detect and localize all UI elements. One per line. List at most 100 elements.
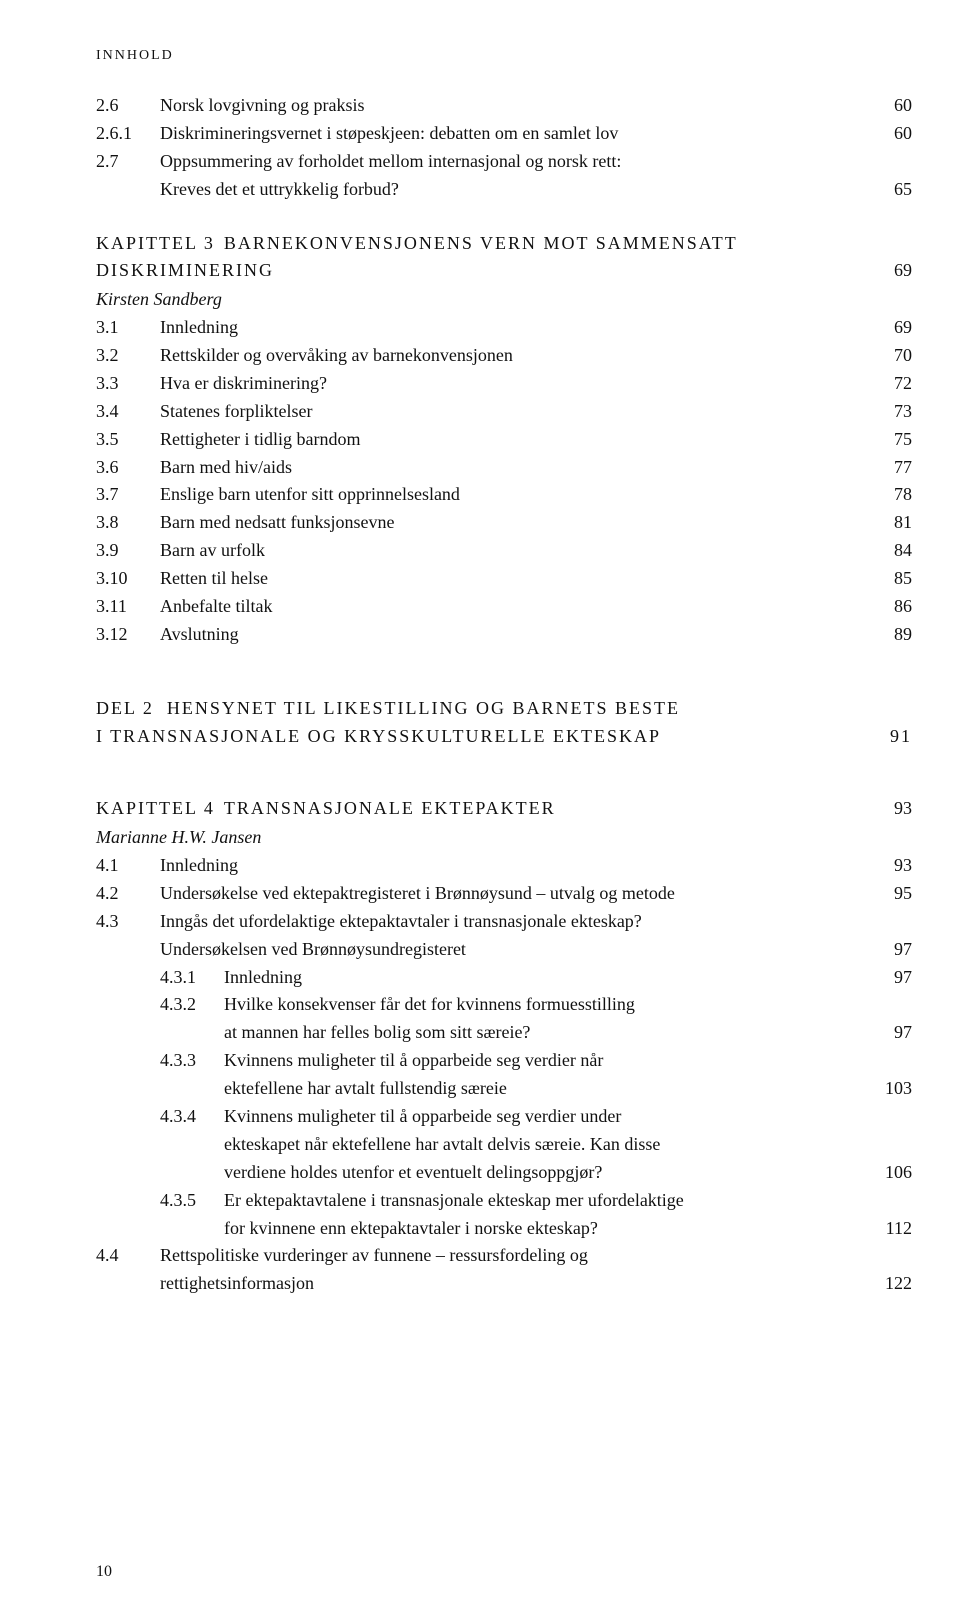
toc-title: Undersøkelsen ved Brønnøysundregisteret [160, 936, 466, 964]
toc-num: 2.6.1 [96, 120, 160, 148]
toc-title: Barn med nedsatt funksjonsevne [160, 509, 394, 537]
toc-page: 75 [868, 426, 912, 454]
toc-entry-2-6-1: 2.6.1 Diskrimineringsvernet i støpeskjee… [96, 120, 912, 148]
toc-title: Er ektepaktavtalene i transnasjonale ekt… [224, 1187, 684, 1215]
toc-entry: ekteskapet når ektefellene har avtalt de… [160, 1131, 912, 1159]
chapter-4-items: 4.1Innledning934.2Undersøkelse ved ektep… [96, 852, 912, 964]
toc-entry: verdiene holdes utenfor et eventuelt del… [160, 1159, 912, 1187]
toc-entry: 3.7Enslige barn utenfor sitt opprinnelse… [96, 481, 912, 509]
toc-entry: 4.3.4Kvinnens muligheter til å opparbeid… [160, 1103, 912, 1131]
toc-page: 103 [868, 1075, 912, 1103]
toc-num: 4.1 [96, 852, 160, 880]
toc-num: 3.9 [96, 537, 160, 565]
toc-num: 4.3.2 [160, 991, 224, 1019]
running-head: INNHOLD [96, 48, 912, 64]
toc-title: at mannen har felles bolig som sitt sære… [224, 1019, 530, 1047]
toc-title: Kvinnens muligheter til å opparbeide seg… [224, 1103, 621, 1131]
toc-entry: 3.12Avslutning89 [96, 621, 912, 649]
toc-page: 97 [868, 936, 912, 964]
toc-title: Anbefalte tiltak [160, 593, 272, 621]
chapter-3-heading-line2: DISKRIMINERING 69 [96, 257, 912, 285]
toc-entry-4-4-line1: 4.4 Rettspolitiske vurderinger av funnen… [96, 1242, 912, 1270]
toc-num: 4.4 [96, 1242, 160, 1270]
chapter-3-label: KAPITTEL 3 [96, 233, 215, 253]
toc-title: verdiene holdes utenfor et eventuelt del… [224, 1159, 602, 1187]
toc-entry: 4.3.5Er ektepaktavtalene i transnasjonal… [160, 1187, 912, 1215]
toc-title: Rettigheter i tidlig barndom [160, 426, 360, 454]
toc-num: 3.4 [96, 398, 160, 426]
chapter-3-title-cont: DISKRIMINERING [96, 257, 274, 285]
part-2-line1: DEL 2 HENSYNET TIL LIKESTILLING OG BARNE… [96, 693, 912, 724]
toc-num: 3.3 [96, 370, 160, 398]
toc-num: 4.3.1 [160, 964, 224, 992]
toc-entry: 4.3.1Innledning 97 [160, 964, 912, 992]
toc-page: 95 [868, 880, 912, 908]
toc-page: 122 [868, 1270, 912, 1298]
toc-title: Retten til helse [160, 565, 268, 593]
toc-page: 65 [868, 176, 912, 204]
toc-entry: Undersøkelsen ved Brønnøysundregisteret 9… [96, 936, 912, 964]
toc-title: Hvilke konsekvenser får det for kvinnens… [224, 991, 635, 1019]
page-number: 10 [96, 1563, 112, 1581]
toc-page: 60 [868, 92, 912, 120]
toc-page: 106 [868, 1159, 912, 1187]
toc-title: Kvinnens muligheter til å opparbeide seg… [224, 1047, 603, 1075]
part-2-block: DEL 2 HENSYNET TIL LIKESTILLING OG BARNE… [96, 693, 912, 751]
toc-num: 4.3 [96, 908, 160, 936]
part-2-title-2: I TRANSNASJONALE OG KRYSSKULTURELLE EKTE… [96, 723, 661, 751]
toc-entry: 4.3.2Hvilke konsekvenser får det for kvi… [160, 991, 912, 1019]
toc-num: 2.7 [96, 148, 160, 176]
chapter-4-author: Marianne H.W. Jansen [96, 823, 912, 852]
toc-title: Barn av urfolk [160, 537, 265, 565]
toc-num: 3.11 [96, 593, 160, 621]
toc-num: 3.6 [96, 454, 160, 482]
chapter-3-title: BARNEKONVENSJONENS VERN MOT SAMMENSATT [224, 233, 738, 253]
toc-title: ekteskapet når ektefellene har avtalt de… [224, 1131, 660, 1159]
toc-title: Enslige barn utenfor sitt opprinnelsesla… [160, 481, 460, 509]
toc-entry: 3.4Statenes forpliktelser73 [96, 398, 912, 426]
toc-page: 85 [868, 565, 912, 593]
toc-page: 84 [868, 537, 912, 565]
toc-num: 2.6 [96, 92, 160, 120]
toc-title: Inngås det ufordelaktige ektepaktavtaler… [160, 908, 642, 936]
toc-entry-4-4-line2: rettighetsinformasjon 122 [96, 1270, 912, 1298]
toc-page: 86 [868, 593, 912, 621]
toc-page: 97 [868, 1019, 912, 1047]
toc-page: 72 [868, 370, 912, 398]
toc-page: 69 [868, 257, 912, 285]
toc-entry: 4.1Innledning93 [96, 852, 912, 880]
toc-page: 77 [868, 454, 912, 482]
toc-entry: 4.3.3Kvinnens muligheter til å opparbeid… [160, 1047, 912, 1075]
chapter-4-heading: KAPITTEL 4 TRANSNASJONALE EKTEPAKTER 93 [96, 795, 912, 823]
toc-entry: 3.2Rettskilder og overvåking av barnekon… [96, 342, 912, 370]
toc-num: 4.2 [96, 880, 160, 908]
toc-entry-2-6: 2.6 Norsk lovgivning og praksis 60 [96, 92, 912, 120]
toc-entry: at mannen har felles bolig som sitt sære… [160, 1019, 912, 1047]
toc-entry: 4.3Inngås det ufordelaktige ektepaktavta… [96, 908, 912, 936]
toc-title: rettighetsinformasjon [160, 1270, 314, 1298]
part-2-line2: I TRANSNASJONALE OG KRYSSKULTURELLE EKTE… [96, 723, 912, 751]
toc-title: ektefellene har avtalt fullstendig særei… [224, 1075, 507, 1103]
toc-entry: 3.1Innledning69 [96, 314, 912, 342]
toc-entry: 3.3Hva er diskriminering?72 [96, 370, 912, 398]
toc-num: 3.10 [96, 565, 160, 593]
chapter-4-subitems-4-3: 4.3.1Innledning974.3.2Hvilke konsekvense… [96, 964, 912, 1243]
toc-title: Innledning [224, 964, 302, 992]
toc-num: 3.2 [96, 342, 160, 370]
toc-entry: 3.5Rettigheter i tidlig barndom75 [96, 426, 912, 454]
toc-title: Barn med hiv/aids [160, 454, 292, 482]
chapter-4-label: KAPITTEL 4 [96, 798, 215, 818]
toc-num: 3.1 [96, 314, 160, 342]
toc-entry: 3.10Retten til helse 85 [96, 565, 912, 593]
toc-title: for kvinnene enn ektepaktavtaler i norsk… [224, 1215, 598, 1243]
toc-entry: ektefellene har avtalt fullstendig særei… [160, 1075, 912, 1103]
toc-title: Avslutning [160, 621, 239, 649]
toc-page: 60 [868, 120, 912, 148]
toc-entry-2-7-line1: 2.7 Oppsummering av forholdet mellom int… [96, 148, 912, 176]
toc-page: 97 [868, 964, 912, 992]
toc-entry: 3.6Barn med hiv/aids 77 [96, 454, 912, 482]
chapter-3-items: 3.1Innledning693.2Rettskilder og overvåk… [96, 314, 912, 649]
toc-num: 3.8 [96, 509, 160, 537]
toc-entry: 3.11Anbefalte tiltak 86 [96, 593, 912, 621]
toc-entry: for kvinnene enn ektepaktavtaler i norsk… [160, 1215, 912, 1243]
